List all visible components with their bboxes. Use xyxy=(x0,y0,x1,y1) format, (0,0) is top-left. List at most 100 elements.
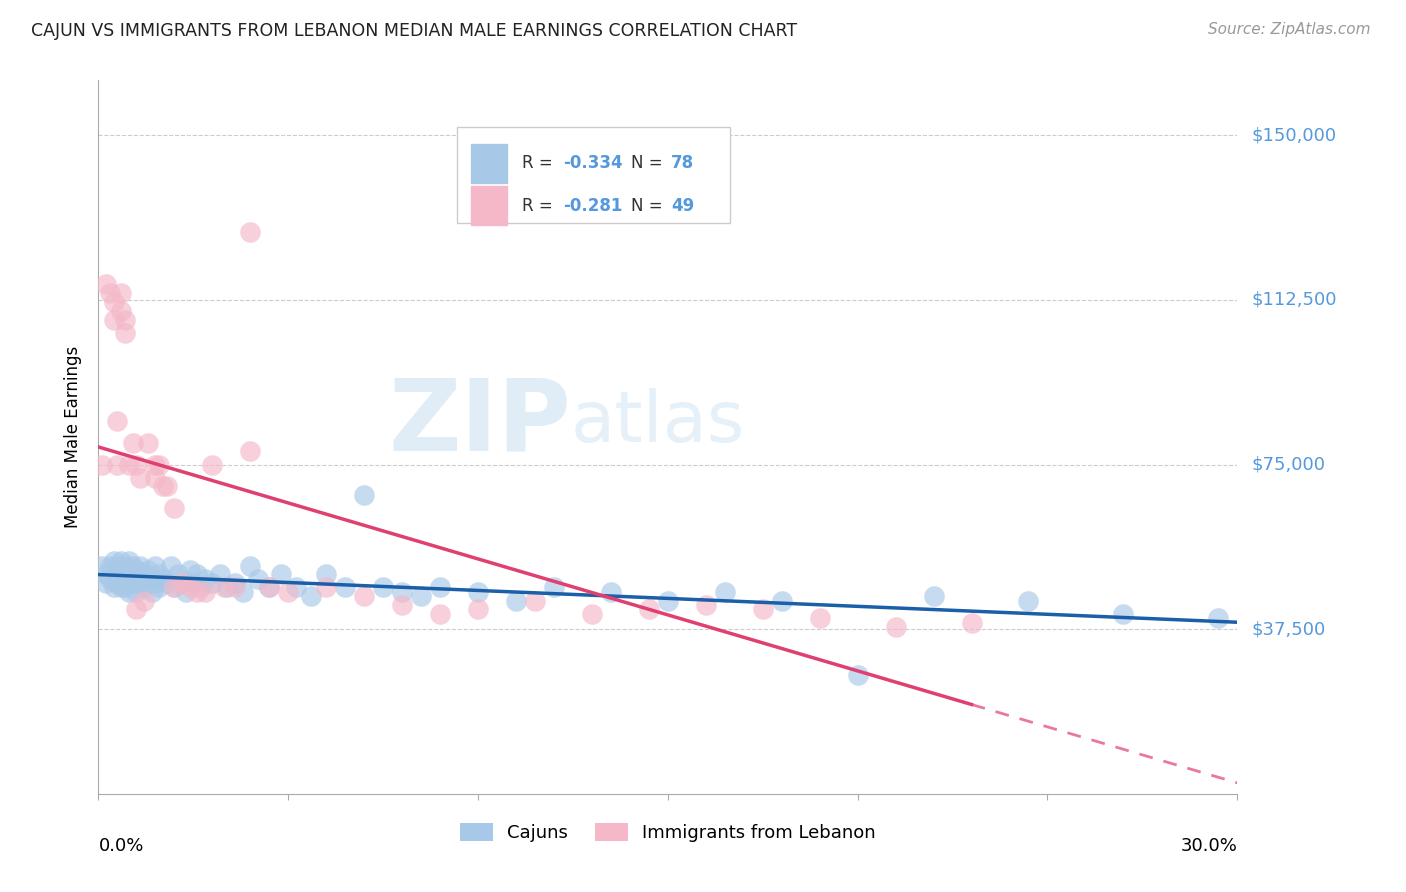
Point xyxy=(91,458,114,472)
Point xyxy=(129,576,152,591)
Point xyxy=(145,471,167,485)
Point xyxy=(770,593,793,607)
Point xyxy=(163,581,186,595)
Point xyxy=(159,558,181,573)
Text: ZIP: ZIP xyxy=(388,375,571,471)
Point xyxy=(118,458,141,472)
Point xyxy=(411,589,433,603)
Text: N =: N = xyxy=(631,154,668,172)
Text: Source: ZipAtlas.com: Source: ZipAtlas.com xyxy=(1208,22,1371,37)
Point xyxy=(315,567,337,582)
Point xyxy=(467,585,489,599)
Point xyxy=(110,286,132,301)
Point xyxy=(194,572,217,586)
Point xyxy=(371,581,394,595)
Point xyxy=(208,567,231,582)
Point xyxy=(846,668,869,682)
Point xyxy=(91,558,114,573)
Point xyxy=(217,581,239,595)
Point xyxy=(284,581,307,595)
Point xyxy=(194,585,217,599)
Text: $150,000: $150,000 xyxy=(1251,126,1336,145)
Point xyxy=(174,585,197,599)
Point xyxy=(94,277,117,292)
FancyBboxPatch shape xyxy=(457,127,731,223)
Point xyxy=(190,581,212,595)
Point xyxy=(156,576,179,591)
Point xyxy=(107,458,129,472)
Point xyxy=(212,581,235,595)
Point xyxy=(103,295,125,310)
Point xyxy=(103,581,125,595)
Point xyxy=(1112,607,1135,621)
Point xyxy=(239,444,262,458)
Text: $37,500: $37,500 xyxy=(1251,620,1326,638)
Point xyxy=(152,572,174,586)
Point xyxy=(299,589,322,603)
Point xyxy=(145,558,167,573)
Legend: Cajuns, Immigrants from Lebanon: Cajuns, Immigrants from Lebanon xyxy=(453,815,883,849)
Point xyxy=(114,567,136,582)
Point xyxy=(98,558,121,573)
Point xyxy=(114,326,136,340)
Point xyxy=(170,576,193,591)
Point xyxy=(103,312,125,326)
Point xyxy=(129,471,152,485)
Point xyxy=(259,581,281,595)
Point xyxy=(107,558,129,573)
Text: 30.0%: 30.0% xyxy=(1181,837,1237,855)
Point xyxy=(136,435,159,450)
Point xyxy=(121,572,143,586)
Point xyxy=(114,581,136,595)
Point xyxy=(315,581,337,595)
Text: $112,500: $112,500 xyxy=(1251,291,1337,309)
Point xyxy=(391,585,413,599)
Point xyxy=(136,576,159,591)
Point xyxy=(246,572,269,586)
Point xyxy=(110,554,132,568)
Point xyxy=(94,576,117,591)
Point xyxy=(152,479,174,493)
Point xyxy=(103,554,125,568)
Point xyxy=(148,567,170,582)
Point xyxy=(125,585,148,599)
Point xyxy=(107,414,129,428)
Point xyxy=(657,593,679,607)
Point xyxy=(224,576,246,591)
Point xyxy=(125,563,148,577)
Point xyxy=(335,581,357,595)
Point xyxy=(259,581,281,595)
Point xyxy=(163,581,186,595)
Point xyxy=(429,581,451,595)
Point xyxy=(808,611,831,625)
Point xyxy=(114,558,136,573)
Point xyxy=(148,581,170,595)
Point xyxy=(353,589,375,603)
Point xyxy=(922,589,945,603)
Text: N =: N = xyxy=(631,196,668,215)
Point xyxy=(132,593,155,607)
Point xyxy=(270,567,292,582)
Point xyxy=(94,567,117,582)
Point xyxy=(201,458,224,472)
Point xyxy=(524,593,547,607)
Point xyxy=(179,581,201,595)
Point xyxy=(145,576,167,591)
Text: 49: 49 xyxy=(671,196,695,215)
Point xyxy=(232,585,254,599)
Point xyxy=(121,435,143,450)
Point xyxy=(132,567,155,582)
Bar xyxy=(471,144,508,183)
Point xyxy=(505,593,527,607)
Point xyxy=(107,576,129,591)
Text: 78: 78 xyxy=(671,154,695,172)
Point xyxy=(125,602,148,616)
Point xyxy=(98,286,121,301)
Point xyxy=(125,458,148,472)
Point xyxy=(129,558,152,573)
Text: -0.281: -0.281 xyxy=(562,196,623,215)
Point xyxy=(121,558,143,573)
Point xyxy=(695,598,717,612)
Point xyxy=(581,607,603,621)
Point xyxy=(110,303,132,318)
